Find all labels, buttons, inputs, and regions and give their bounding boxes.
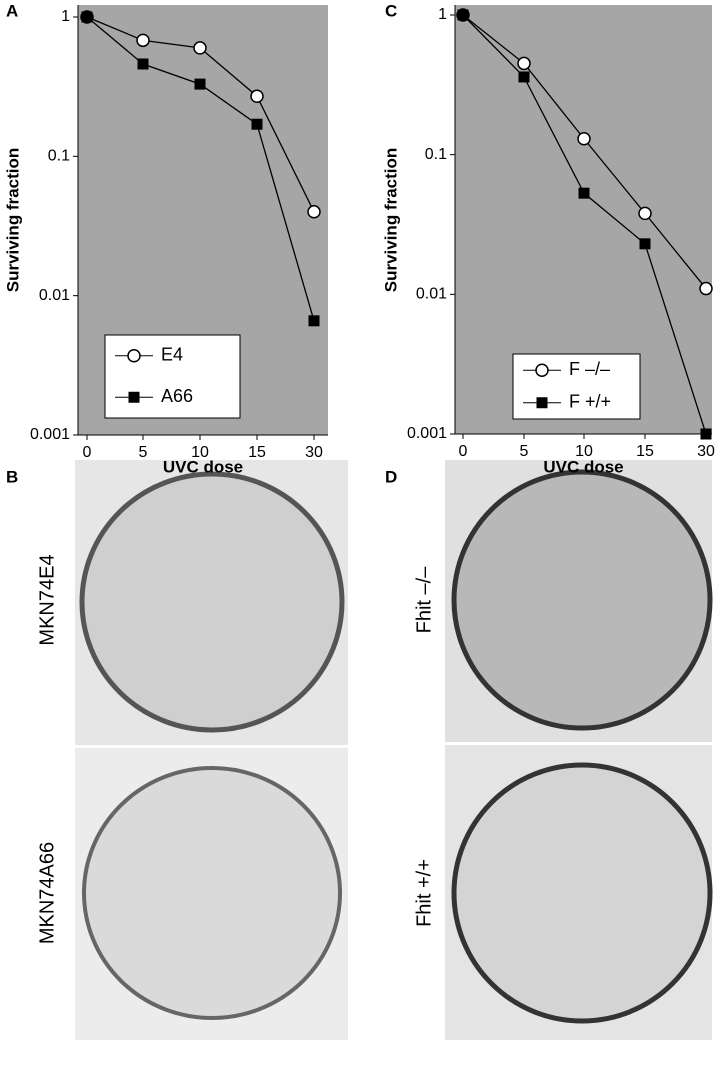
data-point (518, 71, 530, 83)
legend-marker (127, 349, 141, 363)
photo-label: Fhit +/+ (413, 859, 435, 927)
x-tick-label: 5 (520, 443, 529, 460)
x-tick-label: 15 (636, 443, 654, 460)
photo-label: MKN74E4 (36, 554, 58, 645)
data-point (251, 118, 263, 130)
data-point (308, 315, 320, 327)
data-point (457, 9, 469, 21)
data-point (193, 41, 207, 55)
y-axis-label: Surviving fraction (381, 148, 400, 293)
x-tick-label: 0 (459, 443, 468, 460)
panel-label: C (385, 1, 397, 20)
data-point (194, 78, 206, 90)
data-point (250, 89, 264, 103)
photo-label: Fhit –/– (413, 566, 435, 634)
x-tick-label: 30 (305, 444, 323, 461)
dish (451, 762, 713, 1024)
data-point (81, 11, 93, 23)
dish (82, 766, 342, 1020)
panel-label: D (385, 467, 397, 486)
legend-box (512, 353, 641, 420)
dish (79, 471, 345, 733)
x-tick-label: 10 (575, 443, 593, 460)
x-tick-label: 5 (139, 444, 148, 461)
y-axis-label: Surviving fraction (3, 148, 22, 293)
dish (451, 469, 713, 731)
legend-label: E4 (161, 345, 183, 365)
data-point (639, 238, 651, 250)
x-tick-label: 30 (697, 443, 715, 460)
x-tick-label: 10 (191, 444, 209, 461)
y-tick-label: 0.001 (407, 425, 447, 442)
y-tick-label: 0.01 (416, 286, 447, 303)
legend-label: F +/+ (569, 392, 611, 412)
photo-label: MKN74A66 (36, 842, 58, 944)
data-point (638, 206, 652, 221)
data-point (700, 428, 712, 440)
data-point (577, 132, 591, 146)
y-tick-label: 1 (61, 8, 70, 25)
data-point (137, 58, 149, 70)
y-tick-label: 0.1 (48, 148, 70, 165)
y-tick-label: 0.01 (39, 287, 70, 304)
legend-label: F –/– (569, 359, 610, 379)
panel-label: A (6, 1, 18, 20)
y-tick-label: 0.1 (425, 146, 447, 163)
data-point (136, 33, 150, 48)
data-point (517, 56, 531, 71)
x-axis-label: UVC dose (163, 457, 243, 476)
panel-label: B (6, 467, 18, 486)
data-point (699, 281, 713, 296)
x-axis-label: UVC dose (543, 457, 623, 476)
photo-b (75, 460, 348, 1040)
x-tick-label: 15 (248, 444, 266, 461)
data-point (307, 205, 321, 219)
legend-marker (536, 397, 548, 409)
legend-label: A66 (161, 386, 193, 406)
legend-marker (128, 391, 140, 403)
legend-box (104, 334, 241, 419)
legend-marker (535, 363, 549, 377)
y-tick-label: 1 (438, 6, 447, 23)
y-tick-label: 0.001 (30, 426, 70, 443)
x-tick-label: 0 (83, 444, 92, 461)
photo-d (445, 460, 713, 1040)
data-point (578, 187, 590, 199)
